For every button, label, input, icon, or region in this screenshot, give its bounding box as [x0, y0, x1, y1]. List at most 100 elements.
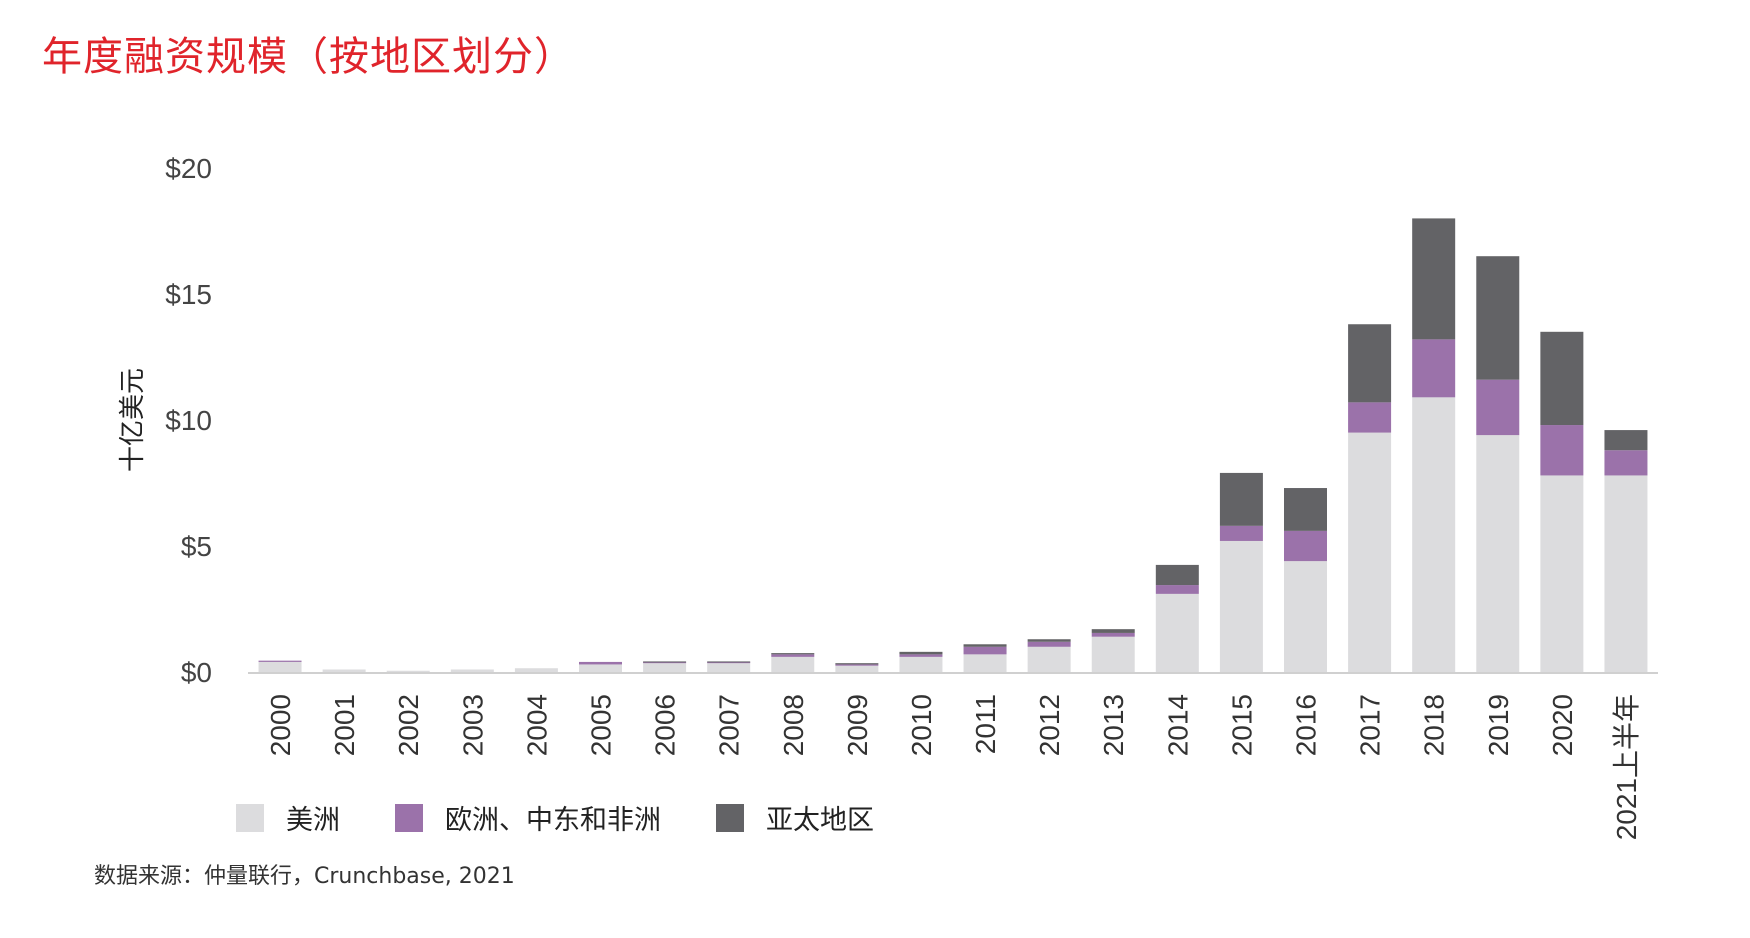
bar-segment-2009-series-2 — [835, 663, 879, 665]
bar-segment-2018-series-2 — [1412, 218, 1456, 340]
bar-segment-2011-series-1 — [963, 646, 1007, 655]
x-tick-label: 2008 — [778, 694, 809, 756]
y-tick-label: $5 — [181, 531, 212, 562]
bar-segment-2018-series-0 — [1412, 397, 1456, 672]
x-tick-label: 2014 — [1162, 694, 1193, 756]
legend-item-emea: 欧洲、中东和非洲 — [395, 798, 661, 837]
bar-segment-2019-series-0 — [1476, 435, 1520, 672]
y-tick-label: $20 — [165, 153, 212, 184]
y-axis-ticks: $0 $5 $10 $15 $20 — [165, 153, 212, 688]
legend-label-apac: 亚太地区 — [766, 805, 874, 836]
x-tick-label: 2003 — [457, 694, 488, 756]
bar-segment-2007-series-1 — [707, 661, 751, 664]
bar-segment-2021上半年-series-0 — [1604, 475, 1648, 672]
bar-segment-2020-series-1 — [1540, 425, 1584, 476]
bar-segment-2014-series-0 — [1155, 593, 1199, 672]
x-tick-label: 2007 — [714, 694, 745, 756]
bar-segment-2012-series-0 — [1027, 646, 1071, 672]
bar-segment-2006-series-2 — [643, 661, 687, 663]
bar-segment-2008-series-1 — [771, 654, 815, 657]
bar-segment-2011-series-2 — [963, 644, 1007, 647]
bar-segment-2000-series-0 — [258, 661, 302, 672]
bar-segment-2008-series-0 — [771, 656, 815, 672]
bar-segment-2019-series-2 — [1476, 256, 1520, 380]
legend: 美洲 欧洲、中东和非洲 亚太地区 — [236, 798, 929, 837]
bar-segment-2003-series-0 — [450, 669, 494, 672]
bar-segment-2017-series-0 — [1348, 432, 1392, 672]
bar-segment-2020-series-2 — [1540, 331, 1584, 426]
bar-segment-2019-series-1 — [1476, 379, 1520, 436]
x-tick-label: 2021上半年 — [1611, 694, 1642, 840]
bar-segment-2002-series-0 — [386, 670, 430, 672]
y-tick-label: $10 — [165, 405, 212, 436]
bar-segment-2018-series-1 — [1412, 339, 1456, 398]
bar-segment-2015-series-1 — [1219, 525, 1263, 541]
x-tick-label: 2004 — [521, 694, 552, 756]
x-tick-label: 2009 — [842, 694, 873, 756]
bar-segment-2013-series-0 — [1091, 636, 1135, 672]
bar-segment-2004-series-0 — [514, 668, 558, 672]
x-tick-label: 2001 — [329, 694, 360, 756]
bar-segment-2021上半年-series-2 — [1604, 430, 1648, 451]
bar-segment-2016-series-1 — [1284, 530, 1327, 562]
x-tick-label: 2016 — [1291, 694, 1322, 756]
x-tick-label: 2020 — [1547, 694, 1578, 756]
bar-segment-2016-series-0 — [1284, 561, 1327, 672]
x-tick-label: 2013 — [1098, 694, 1129, 756]
x-tick-label: 2012 — [1034, 694, 1065, 756]
y-tick-label: $15 — [165, 279, 212, 310]
bar-segment-2013-series-1 — [1091, 632, 1135, 637]
x-axis-ticks: 2000 2001 2002 2003 2004 2005 2006 2007 2008 2009… — [265, 694, 1642, 840]
bar-segment-2009-series-1 — [835, 664, 879, 666]
x-tick-label: 2018 — [1419, 694, 1450, 756]
bar-segment-2005-series-0 — [579, 664, 622, 672]
bar-segment-2014-series-1 — [1155, 585, 1199, 594]
legend-label-emea: 欧洲、中东和非洲 — [445, 805, 661, 836]
bar-segment-2010-series-1 — [899, 654, 943, 657]
x-tick-label: 2000 — [265, 694, 296, 756]
bar-segment-2017-series-2 — [1348, 324, 1392, 403]
x-tick-label: 2015 — [1226, 694, 1257, 756]
x-tick-label: 2002 — [393, 694, 424, 756]
bar-segment-2001-series-0 — [322, 669, 366, 672]
bar-segment-2015-series-2 — [1219, 472, 1263, 526]
y-tick-label: $0 — [181, 657, 212, 688]
bar-segment-2007-series-2 — [707, 661, 751, 663]
x-tick-label: 2010 — [906, 694, 937, 756]
bars — [258, 218, 1648, 672]
legend-swatch-emea — [395, 803, 423, 832]
bar-segment-2000-series-1 — [258, 660, 302, 662]
bar-segment-2013-series-2 — [1091, 629, 1135, 633]
y-axis-title: 十亿美元 — [118, 368, 148, 472]
bar-segment-2021上半年-series-1 — [1604, 450, 1648, 476]
bar-segment-2015-series-0 — [1219, 540, 1263, 672]
source-note: 数据来源：仲量联行，Crunchbase, 2021 — [94, 864, 515, 889]
bar-segment-2006-series-0 — [643, 663, 687, 672]
legend-item-americas: 美洲 — [236, 798, 340, 837]
bar-segment-2014-series-2 — [1155, 564, 1199, 586]
legend-label-americas: 美洲 — [286, 805, 340, 836]
bar-segment-2008-series-2 — [771, 653, 815, 655]
bar-segment-2007-series-0 — [707, 663, 751, 672]
legend-swatch-apac — [716, 803, 744, 832]
bar-segment-2006-series-1 — [643, 661, 687, 664]
bar-segment-2012-series-1 — [1027, 641, 1071, 647]
legend-swatch-americas — [236, 803, 264, 832]
x-tick-label: 2017 — [1355, 694, 1386, 756]
bar-segment-2016-series-2 — [1284, 488, 1327, 531]
x-tick-label: 2006 — [650, 694, 681, 756]
bar-segment-2012-series-2 — [1027, 639, 1071, 642]
bar-segment-2010-series-0 — [899, 656, 943, 672]
x-tick-label: 2011 — [970, 694, 1001, 754]
bar-segment-2010-series-2 — [899, 651, 943, 655]
bar-segment-2009-series-0 — [835, 665, 879, 672]
bar-segment-2005-series-1 — [579, 661, 622, 665]
y-axis-title-group: 十亿美元 — [118, 368, 148, 472]
x-tick-label: 2005 — [586, 694, 617, 756]
chart-title: 年度融资规模（按地区划分） — [42, 34, 575, 80]
legend-item-apac: 亚太地区 — [716, 798, 874, 837]
bar-segment-2020-series-0 — [1540, 475, 1584, 672]
x-tick-label: 2019 — [1483, 694, 1514, 756]
bar-segment-2011-series-0 — [963, 654, 1007, 672]
